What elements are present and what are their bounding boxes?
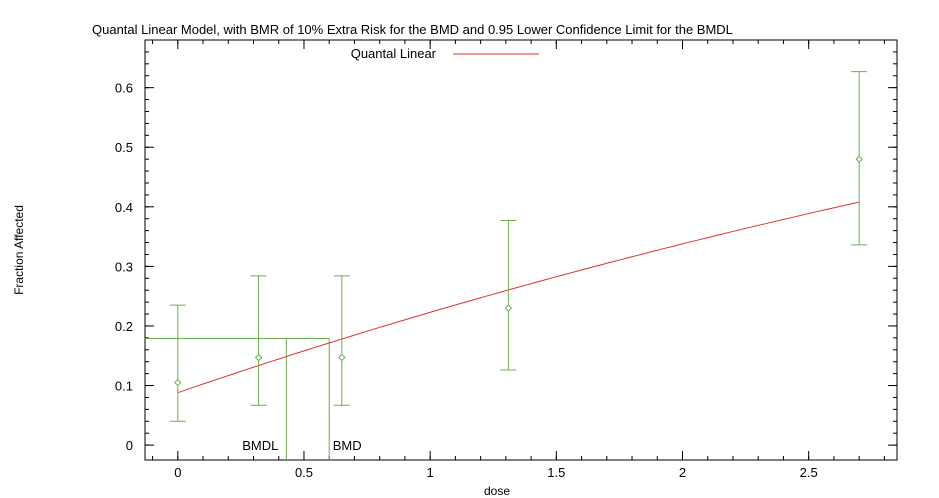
x-tick-label: 0 [174, 465, 181, 480]
model-curve [177, 201, 860, 394]
x-tick-label: 2.5 [800, 465, 818, 480]
data-point [504, 304, 513, 312]
data-point [174, 378, 182, 387]
x-axis-label: dose [483, 484, 511, 498]
x-tick-label: 0.5 [295, 465, 313, 480]
y-tick-label: 0.2 [115, 319, 133, 334]
y-tick-label: 0.1 [115, 379, 133, 394]
x-tick-label: 1.5 [547, 465, 565, 480]
data-point [338, 353, 346, 362]
x-tick-label: 1 [427, 465, 434, 480]
y-tick-label: 0.4 [115, 200, 133, 215]
data-point [855, 155, 863, 163]
data-point [254, 353, 263, 362]
y-tick-label: 0.6 [115, 81, 133, 96]
bmd-label: BMD [333, 438, 362, 453]
y-tick-label: 0.5 [115, 140, 133, 155]
y-tick-label: 0.3 [115, 259, 133, 274]
legend-label: Quantal Linear [351, 46, 437, 61]
bmdl-label: BMDL [242, 438, 278, 453]
chart-title: Quantal Linear Model, with BMR of 10% Ex… [92, 22, 733, 37]
x-tick-label: 2 [679, 465, 686, 480]
plot-frame [144, 39, 898, 461]
y-tick-label: 0 [126, 438, 133, 453]
